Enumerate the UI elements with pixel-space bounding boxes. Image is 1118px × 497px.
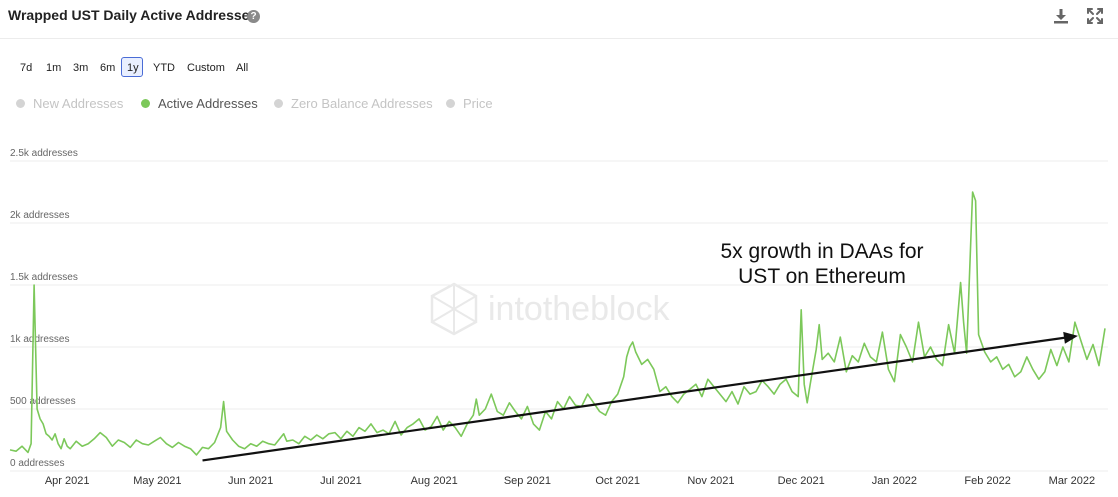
annotation-arrow-line (202, 336, 1069, 462)
legend-dot-icon (446, 99, 455, 108)
question-circle-icon[interactable]: ? (247, 10, 260, 23)
range-button-1m[interactable]: 1m (40, 57, 63, 77)
range-button-all[interactable]: All (230, 57, 252, 77)
legend-dot-icon (274, 99, 283, 108)
x-tick-label: Nov 2021 (687, 475, 734, 487)
range-button-ytd[interactable]: YTD (147, 57, 177, 77)
legend-item-price[interactable]: Price (446, 96, 493, 111)
x-tick-label: Jan 2022 (872, 475, 917, 487)
x-tick-label: Dec 2021 (778, 475, 825, 487)
y-tick-label: 1.5k addresses (10, 272, 78, 283)
y-tick-label: 2k addresses (10, 210, 69, 221)
y-axis: 0 addresses 500 addresses 1k addresses 1.5k… (10, 148, 78, 469)
expand-icon[interactable] (1086, 7, 1104, 25)
x-tick-label: Jun 2021 (228, 475, 273, 487)
watermark-logo-icon (430, 282, 478, 336)
legend-item-zero-balance-addresses[interactable]: Zero Balance Addresses (274, 96, 433, 111)
x-tick-label: Jul 2021 (320, 475, 362, 487)
range-button-7d[interactable]: 7d (14, 57, 36, 77)
legend-item-new-addresses[interactable]: New Addresses (16, 96, 123, 111)
download-icon[interactable] (1052, 7, 1070, 25)
x-tick-label: Feb 2022 (964, 475, 1010, 487)
range-button-6m[interactable]: 6m (94, 57, 117, 77)
x-tick-label: Apr 2021 (45, 475, 90, 487)
x-tick-label: Sep 2021 (504, 475, 551, 487)
series-line-active-addresses (9, 191, 1106, 456)
legend-dot-icon (16, 99, 25, 108)
watermark-text: intotheblock (488, 290, 670, 328)
annotation-text: UST on Ethereum (738, 265, 906, 288)
range-button-custom[interactable]: Custom (181, 57, 226, 77)
y-tick-label: 2.5k addresses (10, 148, 78, 159)
chart-title: Wrapped UST Daily Active Addresses (8, 7, 258, 23)
range-button-1y[interactable]: 1y (121, 57, 143, 77)
x-tick-label: Oct 2021 (595, 475, 640, 487)
y-tick-label: 0 addresses (10, 458, 64, 469)
y-tick-label: 500 addresses (10, 396, 76, 407)
annotation-arrowhead-icon (1063, 331, 1078, 344)
y-tick-label: 1k addresses (10, 334, 69, 345)
watermark: intotheblock (430, 282, 670, 336)
x-tick-label: Mar 2022 (1049, 475, 1095, 487)
legend-dot-icon (141, 99, 150, 108)
legend-item-active-addresses[interactable]: Active Addresses (141, 96, 258, 111)
annotation-text: 5x growth in DAAs for (720, 240, 923, 263)
legend-label: New Addresses (33, 96, 124, 111)
legend-label: Active Addresses (158, 96, 258, 111)
x-tick-label: Aug 2021 (411, 475, 458, 487)
legend-label: Price (463, 96, 493, 111)
x-tick-label: May 2021 (133, 475, 181, 487)
x-axis: Apr 2021 May 2021 Jun 2021 Jul 2021 Aug 2021… (45, 475, 1095, 487)
chart-header: Wrapped UST Daily Active Addresses ? (0, 0, 1118, 39)
legend-label: Zero Balance Addresses (291, 96, 433, 111)
range-button-3m[interactable]: 3m (67, 57, 90, 77)
